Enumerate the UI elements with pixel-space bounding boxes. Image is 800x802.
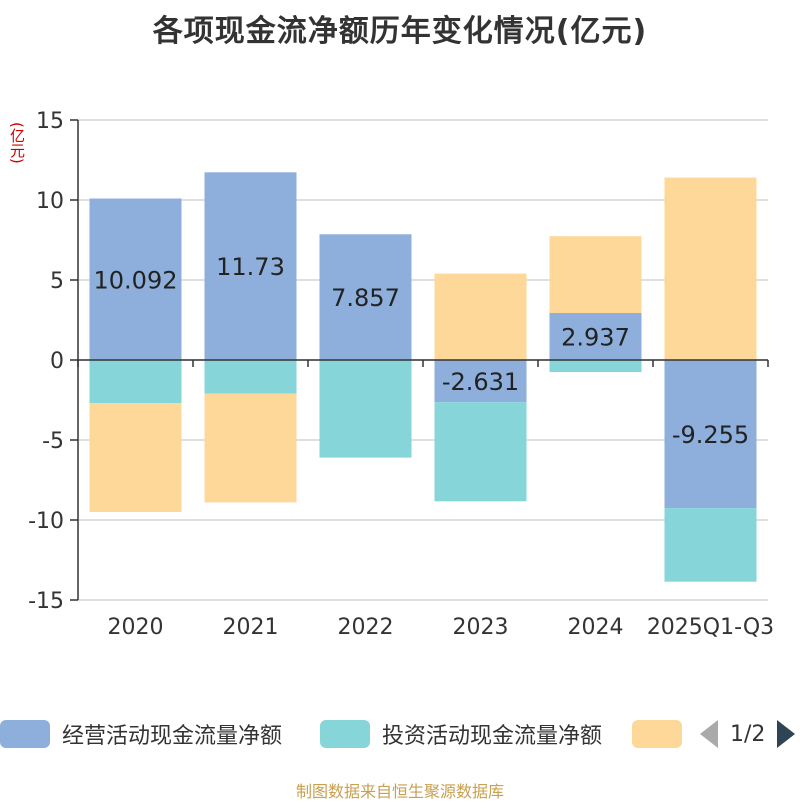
bar-1-2024 (549, 313, 642, 360)
chart-title: 各项现金流净额历年变化情况(亿元) (152, 14, 648, 49)
data-label: -9.255 (672, 421, 749, 449)
data-label: 11.73 (216, 253, 285, 281)
y-tick-label: 0 (50, 349, 64, 374)
bar-3-2024 (549, 236, 642, 314)
x-tick-label: 2020 (108, 615, 164, 640)
data-label: 2.937 (561, 324, 630, 352)
data-label: -2.631 (442, 368, 519, 396)
x-tick-label: 2022 (338, 615, 394, 640)
legend-swatch-financing (632, 720, 682, 748)
y-tick-label: -15 (28, 589, 64, 614)
bar-2-2023 (434, 402, 527, 502)
legend-swatch-investing (320, 720, 370, 748)
bar-1-2023 (434, 360, 527, 403)
x-tick-label: 2021 (223, 615, 279, 640)
bar-1-2022 (319, 234, 412, 360)
y-axis-unit-label: (亿元) (8, 122, 26, 164)
x-tick-label: 2024 (568, 615, 624, 640)
y-tick-label: -5 (42, 429, 64, 454)
bar-2-2020 (89, 360, 182, 404)
legend-page-indicator: 1/2 (730, 721, 766, 747)
data-label: 7.857 (331, 284, 400, 312)
y-tick-label: -10 (28, 509, 64, 534)
legend-label-investing: 投资活动现金流量净额 (382, 724, 603, 749)
legend-item-financing[interactable] (632, 716, 694, 752)
x-tick-label: 2025Q1-Q3 (647, 615, 774, 640)
bar-2-2021 (204, 360, 297, 394)
x-tick-label: 2023 (453, 615, 509, 640)
data-label: 10.092 (94, 266, 178, 294)
bar-2-2025Q1-Q3 (664, 508, 757, 582)
bar-3-2020 (89, 403, 182, 512)
bar-1-2020 (89, 198, 182, 360)
legend: 经营活动现金流量净额 投资活动现金流量净额 1/2 (0, 716, 800, 756)
bar-2-2024 (549, 360, 642, 372)
bar-3-2023 (434, 273, 527, 360)
legend-label-operating: 经营活动现金流量净额 (62, 724, 283, 749)
bar-3-2021 (204, 393, 297, 503)
bar-3-2025Q1-Q3 (664, 177, 757, 360)
legend-item-operating[interactable]: 经营活动现金流量净额 (0, 716, 282, 752)
y-tick-label: 15 (36, 109, 64, 134)
chart-plot: 15 10 5 0 -5 -10 -15 2020 2021 2022 2023 2024 2025Q1… (28, 109, 774, 640)
legend-item-investing[interactable]: 投资活动现金流量净额 (320, 716, 602, 752)
bar-1-2025Q1-Q3 (664, 360, 757, 509)
legend-pager: 1/2 (700, 716, 796, 752)
y-tick-label: 10 (36, 189, 64, 214)
source-note: 制图数据来自恒生聚源数据库 (295, 782, 504, 801)
legend-next-page-icon[interactable] (777, 720, 796, 748)
legend-swatch-operating (0, 720, 50, 748)
legend-prev-page-icon[interactable] (700, 720, 718, 748)
bar-2-2022 (319, 360, 412, 458)
bar-1-2021 (204, 172, 297, 360)
y-tick-label: 5 (50, 269, 64, 294)
